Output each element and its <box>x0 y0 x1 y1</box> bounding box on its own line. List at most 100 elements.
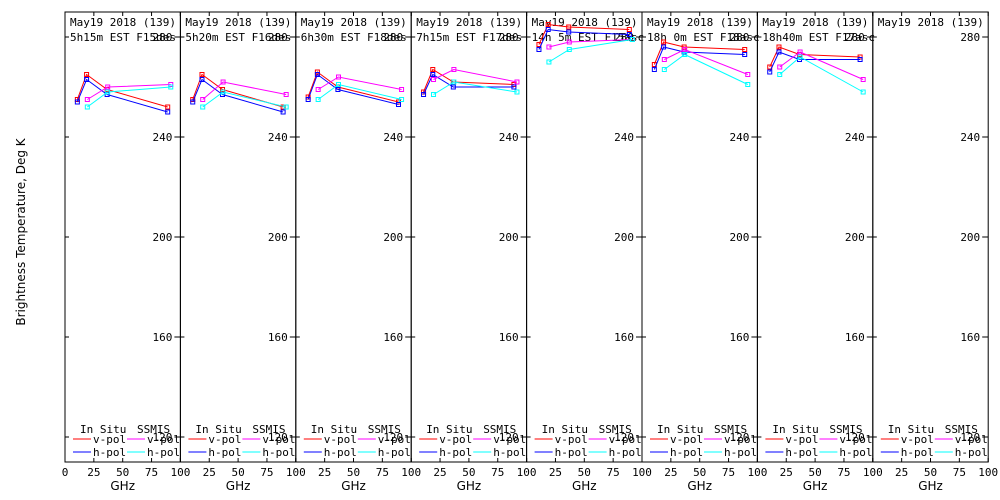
insitu-h-pol-point <box>335 87 341 92</box>
insitu-h-pol-point <box>767 69 773 75</box>
ssmis-h-pol-point <box>860 89 866 95</box>
ssmis-h-pol-point <box>335 82 341 87</box>
insitu-v-pol-point <box>742 47 748 52</box>
y-tick-label: 160 <box>730 331 750 344</box>
legend-ssmis-v-label: v-pol <box>955 433 988 446</box>
insitu-h-pol-point <box>626 32 632 37</box>
insitu-h-pol-point <box>566 29 572 35</box>
insitu-v-pol-line <box>423 68 514 93</box>
ssmis-v-pol-point <box>546 44 552 50</box>
insitu-v-pol-point <box>545 22 551 27</box>
ssmis-h-pol-point <box>682 52 688 57</box>
ssmis-v-pol-line <box>779 51 864 80</box>
ssmis-v-pol-line <box>317 76 402 90</box>
panel-date: May19 2018 (139) <box>878 16 984 29</box>
x-tick-label: 25 <box>87 466 100 479</box>
insitu-h-pol-point <box>545 27 551 32</box>
legend-insitu-v-label: v-pol <box>93 433 126 446</box>
legend-insitu-h-label: h-pol <box>208 446 241 459</box>
y-tick-label: 280 <box>153 31 173 44</box>
insitu-v-pol-line <box>769 46 861 68</box>
ssmis-v-pol-point <box>860 77 866 82</box>
insitu-h-pol-point <box>661 44 667 50</box>
legend-insitu-h-label: h-pol <box>555 446 588 459</box>
insitu-h-pol-line <box>192 78 284 113</box>
ssmis-v-pol-point <box>200 97 206 102</box>
ssmis-v-pol-line <box>433 68 518 83</box>
panel-5: May19 2018 (139)14h 5m EST F15asc1201602… <box>526 11 652 493</box>
x-tick-label: 100 <box>401 466 421 479</box>
ssmis-h-pol-line <box>779 56 864 93</box>
x-tick-label: 75 <box>607 466 620 479</box>
y-tick-label: 120 <box>614 431 634 444</box>
panel-time: 6h30m EST F18des <box>301 31 407 44</box>
legend-insitu-title: In Situ <box>80 423 126 436</box>
x-axis-label: GHz <box>110 479 135 493</box>
y-tick-label: 240 <box>153 131 173 144</box>
x-tick-label: 100 <box>286 466 306 479</box>
ssmis-h-pol-point <box>105 89 111 95</box>
legend-ssmis-title: SSMIS <box>714 423 747 436</box>
insitu-h-pol-point <box>305 97 311 102</box>
ssmis-v-pol-point <box>451 67 457 72</box>
legend-ssmis-v-label: v-pol <box>609 433 642 446</box>
ssmis-v-pol-line <box>202 81 287 100</box>
x-tick-label: 50 <box>462 466 475 479</box>
insitu-h-pol-point <box>84 77 90 82</box>
ssmis-h-pol-line <box>664 53 749 85</box>
insitu-h-pol-point <box>776 49 782 55</box>
y-tick-label: 240 <box>730 131 750 144</box>
ssmis-v-pol-point <box>682 47 688 52</box>
ssmis-h-pol-point <box>431 92 437 97</box>
panel-4: May19 2018 (139) 7h15m EST F17des 120 160 20… <box>410 11 537 493</box>
legend-ssmis-h-label: h-pol <box>955 446 988 459</box>
legend-insitu-title: In Situ <box>657 423 703 436</box>
legend-insitu-title: In Situ <box>888 423 934 436</box>
x-tick-label: 25 <box>203 466 216 479</box>
panel-2: May19 2018 (139) 5h20m EST F16des 120 160 20… <box>179 11 306 493</box>
ssmis-v-pol-point <box>566 39 572 45</box>
x-axis-label: GHz <box>457 479 482 493</box>
x-axis-label: GHz <box>803 479 828 493</box>
insitu-h-pol-point <box>199 77 205 82</box>
x-tick-label: 25 <box>433 466 446 479</box>
x-tick-label: 75 <box>145 466 158 479</box>
legend-ssmis-title: SSMIS <box>137 423 170 436</box>
x-tick-label: 50 <box>231 466 244 479</box>
x-tick-label: 25 <box>318 466 331 479</box>
insitu-v-pol-point <box>199 72 205 77</box>
panel-7: May19 2018 (139) 18h40m EST F17asc 120 160 2… <box>756 11 883 493</box>
ssmis-h-pol-point <box>546 59 552 65</box>
ssmis-h-pol-point <box>629 37 635 42</box>
ssmis-h-pol-line <box>202 91 287 108</box>
insitu-h-pol-line <box>307 73 399 105</box>
panel-time: 7h15m EST F17des <box>416 31 522 44</box>
legend-insitu-v-label: v-pol <box>901 433 934 446</box>
y-tick-label: 240 <box>268 131 288 144</box>
panel-date: May19 2018 (139) <box>647 16 753 29</box>
insitu-v-pol-line <box>653 41 745 65</box>
x-tick-label: 100 <box>632 466 652 479</box>
ssmis-v-pol-point <box>105 84 111 90</box>
panels-group: May19 2018 (139) 5h15m EST F15des 120 160 20… <box>62 11 998 493</box>
ssmis-h-pol-point <box>797 54 803 60</box>
x-axis-label: GHz <box>918 479 943 493</box>
panel-date: May19 2018 (139) <box>762 16 868 29</box>
ssmis-h-pol-point <box>168 84 174 90</box>
insitu-v-pol-point <box>566 24 572 30</box>
insitu-h-pol-point <box>421 92 427 97</box>
ssmis-h-pol-point <box>661 67 667 72</box>
y-tick-label: 200 <box>614 231 634 244</box>
insitu-h-pol-point <box>280 109 286 115</box>
x-tick-label: 50 <box>578 466 591 479</box>
legend-ssmis-h-label: h-pol <box>493 446 526 459</box>
y-tick-label: 200 <box>383 231 403 244</box>
y-tick-label: 200 <box>730 231 750 244</box>
insitu-h-pol-line <box>653 46 745 70</box>
y-tick-label: 280 <box>499 31 519 44</box>
insitu-h-pol-point <box>742 52 748 57</box>
ssmis-v-pol-point <box>315 87 321 92</box>
legend-ssmis-title: SSMIS <box>945 423 978 436</box>
insitu-h-pol-point <box>536 47 542 52</box>
